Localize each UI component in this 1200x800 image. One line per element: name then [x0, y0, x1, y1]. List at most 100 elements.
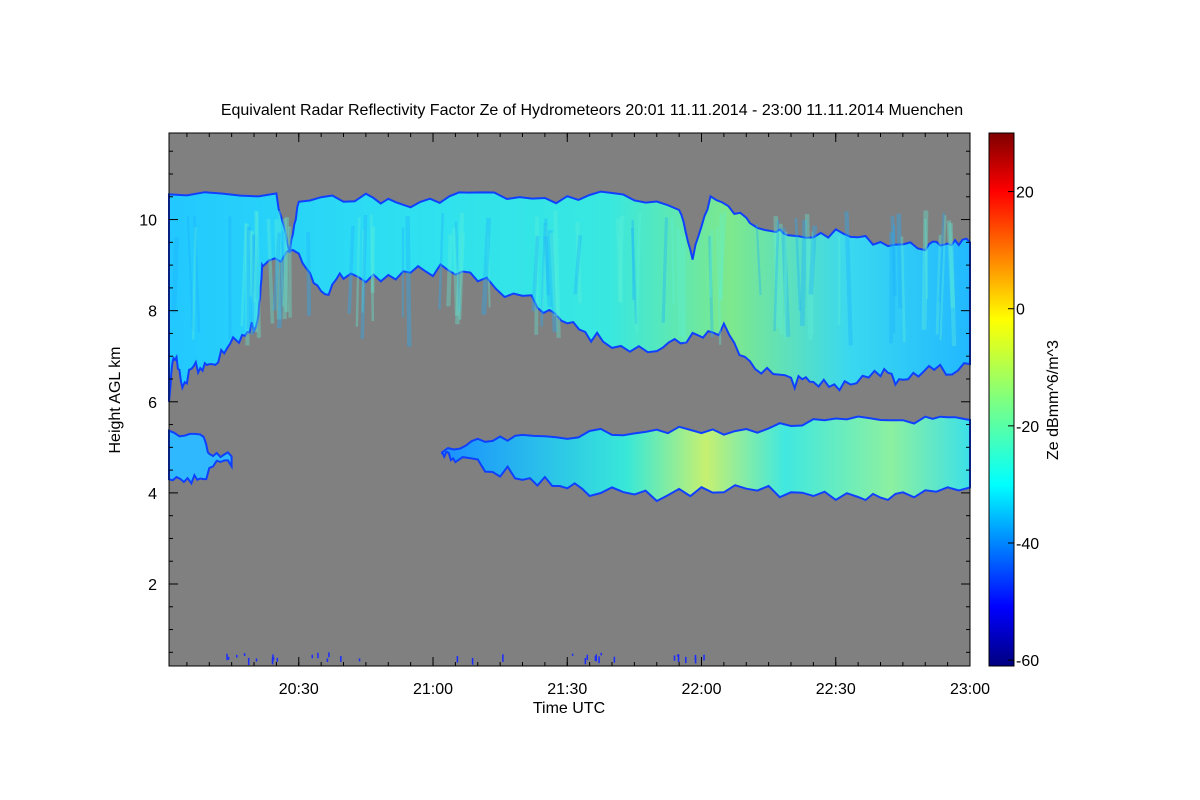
echo-streak	[675, 228, 684, 337]
echo-streak	[361, 230, 365, 313]
echo-streak	[575, 221, 582, 304]
echo-streak	[540, 222, 547, 327]
echo-streak	[266, 218, 275, 324]
echo-streak	[272, 232, 282, 311]
ground-clutter	[595, 654, 597, 662]
echo-streak	[481, 217, 492, 315]
colorbar-tick-label: 0	[1016, 302, 1025, 319]
echo-streak	[186, 215, 194, 332]
echo-streak	[773, 216, 780, 329]
echo-streak	[681, 236, 687, 343]
echo-streak	[253, 212, 259, 303]
echo-streak	[282, 217, 290, 320]
ground-clutter	[676, 654, 679, 657]
colorbar: -60 -40 -20 0 20 Ze dBmm^6/m^3	[988, 132, 1062, 670]
x-axis-label: Time UTC	[533, 700, 605, 717]
echo-streak	[670, 216, 675, 305]
ground-clutter	[317, 652, 319, 659]
ground-clutter	[247, 657, 250, 666]
chart-title: Equivalent Radar Reflectivity Factor Ze …	[221, 102, 963, 119]
no-echo-region	[233, 420, 440, 516]
colorbar-gradient	[988, 132, 1015, 667]
lower-cloud-fragment-left	[168, 429, 233, 486]
ground-clutter	[685, 656, 687, 664]
echo-streak	[282, 218, 289, 313]
echo-streak	[719, 210, 727, 299]
x-axis: 20:30 21:00 21:30 22:00 22:30 23:00	[186, 133, 990, 698]
ground-clutter	[340, 656, 342, 662]
echo-streak	[794, 218, 802, 311]
y-axis-label: Height AGL km	[107, 346, 124, 453]
echo-streak	[799, 219, 808, 326]
echo-streak	[252, 235, 260, 300]
echo-streak	[844, 211, 853, 346]
echo-streak	[306, 232, 312, 316]
echo-streak	[573, 235, 582, 295]
ground-clutter	[276, 657, 279, 662]
plot-area	[168, 132, 971, 667]
echo-streak	[405, 216, 412, 347]
echo-streak	[781, 227, 791, 337]
ground-clutter	[358, 658, 361, 662]
echo-streak	[360, 214, 368, 340]
echo-streak	[240, 222, 248, 327]
echo-streak	[355, 217, 361, 327]
echo-streak	[531, 235, 540, 312]
echo-streak	[452, 228, 460, 316]
echo-streak	[534, 216, 539, 335]
echo-streak	[544, 218, 550, 296]
echo-streak	[455, 212, 465, 325]
y-axis: 2 4 6 8 10	[139, 150, 970, 653]
ground-clutter	[226, 653, 228, 661]
echo-streak	[755, 223, 762, 296]
y-tick-label: 4	[148, 486, 157, 503]
echo-streak	[938, 212, 945, 303]
echo-streak	[193, 216, 201, 333]
ground-clutter	[586, 654, 589, 661]
upper-cloud-layer	[168, 190, 971, 402]
cloud-echoes	[168, 190, 971, 666]
echo-streak	[446, 234, 453, 307]
echo-streak	[808, 225, 818, 295]
ground-clutter	[502, 654, 504, 662]
ground-clutter	[694, 657, 697, 664]
ground-clutter	[272, 657, 275, 660]
colorbar-label: Ze dBmm^6/m^3	[1045, 340, 1062, 460]
x-tick-label: 21:00	[413, 681, 453, 698]
echo-streak	[661, 217, 669, 323]
echo-streak	[896, 213, 903, 309]
echo-streak	[248, 230, 258, 333]
echo-streak	[946, 220, 956, 308]
ground-clutter	[584, 657, 587, 665]
echo-streak	[900, 236, 906, 343]
echo-streak	[171, 237, 179, 314]
x-tick-label: 22:30	[816, 681, 856, 698]
ground-clutter	[677, 654, 680, 662]
x-tick-label: 22:00	[681, 681, 721, 698]
echo-streak	[278, 210, 285, 307]
lower-cloud-layer	[441, 415, 971, 503]
echo-streak	[939, 215, 947, 341]
ground-clutter	[703, 654, 705, 661]
ground-clutter	[471, 657, 474, 665]
ground-clutter	[594, 655, 597, 661]
echo-streak	[709, 230, 714, 298]
echo-streak	[541, 225, 549, 311]
echo-streak	[250, 234, 256, 335]
colorbar-tick-label: -40	[1016, 536, 1039, 553]
echo-streak	[486, 234, 491, 308]
echo-streak	[630, 227, 638, 324]
echo-streak	[244, 223, 250, 346]
echo-streak	[948, 223, 957, 347]
ground-clutter	[673, 655, 676, 661]
echo-streak	[370, 226, 376, 293]
echo-streak	[553, 210, 561, 338]
plot-frame	[168, 132, 971, 667]
ground-clutter	[255, 658, 258, 662]
colorbar-tick-label: 20	[1016, 185, 1034, 202]
echo-streak	[254, 210, 261, 338]
echo-streak	[249, 231, 254, 297]
echo-streak	[248, 227, 256, 294]
echo-streak	[454, 221, 461, 312]
